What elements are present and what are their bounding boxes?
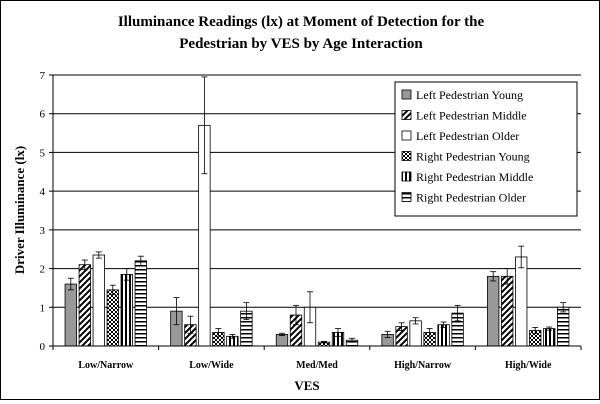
bar (78, 264, 91, 347)
legend-box (394, 81, 578, 217)
legend-label: Right Pedestrian Young (416, 150, 530, 164)
bar (120, 273, 133, 347)
legend-swatch (401, 192, 412, 202)
legend-swatch (401, 110, 412, 120)
y-axis-ticks: 0 1 2 3 4 5 6 7 (40, 70, 53, 353)
bar (275, 333, 289, 347)
legend-label: Right Pedestrian Middle (416, 170, 533, 184)
x-tick-label: Med/Med (296, 360, 338, 371)
error-bars-group (67, 76, 567, 344)
x-tick-label: Low/Wide (189, 360, 234, 371)
x-axis-ticks: Low/Narrow Low/Wide Med/Med High/Narrow High… (52, 345, 582, 371)
bar (64, 283, 77, 347)
legend-label: Right Pedestrian Older (416, 191, 526, 205)
bar (515, 256, 528, 347)
chart-title-line-2: Pedestrian by VES by Age Interaction (179, 36, 423, 52)
bar (409, 320, 422, 347)
legend-swatch (401, 130, 412, 141)
y-tick-label: 5 (40, 147, 46, 159)
chart-title-line-1: Illuminance Readings (lx) at Moment of D… (118, 14, 485, 30)
y-axis-title: Driver Illuminance (lx) (12, 146, 27, 274)
bar (134, 260, 147, 347)
x-tick-label: High/Wide (505, 360, 552, 371)
bars-group (64, 124, 570, 347)
y-tick-label: 4 (40, 186, 46, 198)
legend: Left Pedestrian Young Left Pedestrian Mid… (394, 81, 578, 217)
y-tick-label: 3 (40, 225, 46, 237)
bar (487, 275, 500, 347)
y-tick-label: 1 (40, 302, 46, 314)
legend-label: Left Pedestrian Young (416, 88, 523, 102)
y-tick-label: 7 (40, 70, 46, 82)
x-tick-label: Low/Narrow (78, 360, 134, 371)
x-axis-title: VES (294, 378, 319, 393)
legend-label: Left Pedestrian Older (416, 129, 519, 143)
bar (92, 254, 105, 347)
legend-swatch (401, 89, 412, 100)
legend-label: Left Pedestrian Middle (416, 109, 527, 123)
bar (437, 324, 450, 347)
bar (543, 328, 556, 347)
bar (557, 306, 570, 347)
bar (106, 289, 119, 347)
x-tick-label: High/Narrow (394, 360, 452, 371)
legend-swatch (401, 151, 412, 161)
bar (501, 275, 514, 347)
legend-swatch (401, 171, 412, 182)
y-tick-label: 2 (40, 264, 46, 276)
y-tick-label: 0 (40, 341, 46, 353)
y-tick-label: 6 (40, 109, 46, 121)
